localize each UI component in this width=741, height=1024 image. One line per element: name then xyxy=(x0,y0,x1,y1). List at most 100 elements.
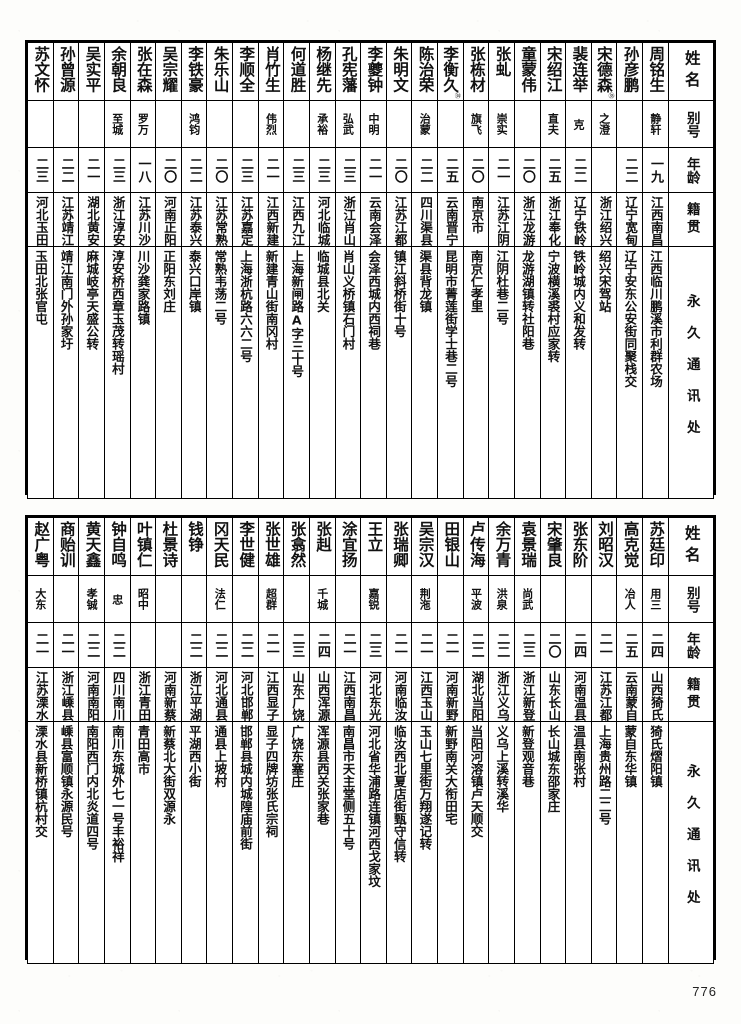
person-age: 二一 xyxy=(442,632,458,658)
cell-alias: 嘉锐 xyxy=(360,575,387,623)
cell-alias xyxy=(206,100,233,148)
person-age: 二五 xyxy=(545,157,561,183)
person-address: 川沙龚家路镇 xyxy=(135,250,151,325)
cell-age: 二二 xyxy=(488,622,515,668)
cell-alias xyxy=(385,575,413,623)
person-age: 一九 xyxy=(647,157,663,183)
cell-alias xyxy=(155,100,182,148)
person-alias: 罗万 xyxy=(136,113,150,135)
cell-age: 二三 xyxy=(232,147,259,193)
cell-address: 江阴杜巷二号 xyxy=(488,246,515,499)
cell-alias: 伟烈 xyxy=(257,100,285,148)
person-address: 嵊县富顺镇永源民号 xyxy=(58,725,74,838)
roster-row-age: 二三 二二 二一 二三 一八 二〇 二二 二〇 二三 二一 二三 二三 二三 二一 二〇 二二 二五 二〇 二一 二〇… xyxy=(27,147,715,193)
person-alias: 洪泉 xyxy=(495,588,509,610)
person-native: 云南蒙自 xyxy=(623,671,639,721)
cell-age: 二三 xyxy=(308,147,336,193)
cell-name: 张栋材 xyxy=(462,42,490,101)
person-address: 新蔡北大街双源永 xyxy=(161,725,177,825)
cell-address: 渠县背龙镇 xyxy=(411,246,438,499)
person-name: 肖竹生 xyxy=(262,46,281,93)
cell-address: 蒙自东华镇 xyxy=(616,721,643,964)
cell-alias: 中明 xyxy=(360,100,387,148)
person-name: 吴宗耀 xyxy=(160,46,179,93)
cell-alias: 弘武 xyxy=(334,100,362,148)
person-name: 孔宪藩 xyxy=(339,46,358,93)
cell-native: 河南新蔡 xyxy=(155,667,182,722)
person-native: 湖北黄安 xyxy=(84,196,100,246)
cell-address: 玉山七里街万翔遂记转 xyxy=(411,721,438,964)
person-address: 常熟韦荡二号 xyxy=(212,250,228,325)
cell-age: 二三 xyxy=(334,147,362,193)
cell-alias: 鸿钧 xyxy=(180,100,208,148)
cell-name: 张在森 xyxy=(129,42,157,101)
person-native: 浙江龙游 xyxy=(520,196,536,246)
cell-address: 麻城岐亭天盛公转 xyxy=(78,246,105,499)
person-name: 杜景诗 xyxy=(160,521,179,568)
cell-age: 二一 xyxy=(385,622,413,668)
cell-name: 吴宗耀 xyxy=(155,42,182,101)
column-header-label: 籍贯 xyxy=(683,202,700,237)
cell-address: 玉田北张官屯 xyxy=(27,246,54,499)
cell-address: 南昌市天主堂侧五十号 xyxy=(334,721,362,964)
person-address: 泰兴口岸镇 xyxy=(186,250,202,313)
cell-native: 江苏泰兴 xyxy=(180,192,208,247)
person-native: 江苏泰兴 xyxy=(187,196,203,246)
person-age: 二四 xyxy=(314,632,330,658)
cell-age: 二〇 xyxy=(513,147,541,193)
person-alias: 超群 xyxy=(264,588,278,610)
person-address: 温县南张村 xyxy=(571,725,587,788)
person-address: 铁岭城内义和发转 xyxy=(571,250,587,350)
person-name: 李夔钟 xyxy=(365,46,384,93)
person-name: 孙曾源 xyxy=(57,46,76,93)
person-name: 张赳 xyxy=(314,521,333,552)
cell-address: 浑源县西关张家巷 xyxy=(308,721,336,964)
cell-alias xyxy=(283,575,310,623)
person-name: 张东阶 xyxy=(570,521,589,568)
person-native: 江苏江都 xyxy=(597,671,613,721)
person-age: 二三 xyxy=(109,157,125,183)
person-native: 云南晋宁 xyxy=(443,196,459,246)
person-address: 上海新闸路A字三十号 xyxy=(289,250,305,378)
cell-native: 河南新野 xyxy=(437,667,464,722)
cell-name: 宋绍江 xyxy=(539,42,567,101)
person-address: 上海浙杭路六六二号 xyxy=(237,250,253,363)
person-native: 江西南昌 xyxy=(341,671,357,721)
person-age: 二〇 xyxy=(391,157,407,183)
header-cell-address: 永久通讯处 xyxy=(667,721,715,964)
cell-address: 宁波横溪裘村应家转 xyxy=(539,246,567,499)
cell-native: 河南温县 xyxy=(565,667,592,722)
cell-age: 二一 xyxy=(360,147,387,193)
person-age: 二一 xyxy=(494,157,510,183)
person-age: 二〇 xyxy=(212,157,228,183)
roster-grid: 赵广粤 商贻训 黄天鑫 钟自鸣 叶镇仁 杜景诗 钱铮 冈天民 李世健 张世雄 张翕然 张赳 涂宜扬 王立张… xyxy=(27,517,715,964)
person-name: 李顺全 xyxy=(237,46,256,93)
column-header-label: 年龄 xyxy=(683,156,700,184)
column-header-label: 别号 xyxy=(683,585,700,613)
cell-native: 云南蒙自 xyxy=(616,667,643,722)
person-age: 二五 xyxy=(442,157,458,183)
cell-alias xyxy=(232,575,259,623)
person-address: 临城县北关 xyxy=(314,250,330,313)
cell-native: 江西南昌 xyxy=(334,667,362,722)
person-native: 河北邯郸 xyxy=(238,671,254,721)
cell-native: 浙江淳安 xyxy=(103,192,131,247)
cell-age: 二二 xyxy=(180,622,208,668)
cell-name: 肖竹生 xyxy=(257,42,285,101)
cell-age: 二三 xyxy=(103,147,131,193)
header-cell-native: 籍贯 xyxy=(667,192,715,247)
person-alias: 之澄 xyxy=(597,113,611,135)
cell-alias xyxy=(437,100,464,148)
cell-alias: 崇实 xyxy=(488,100,515,148)
person-native: 江苏川沙 xyxy=(136,196,152,246)
cell-address: 江西临川鹏溪市利群农场 xyxy=(642,246,669,499)
cell-address: 南京仁孝里 xyxy=(462,246,490,499)
cell-name: 李世健 xyxy=(232,517,259,576)
person-native: 河南温县 xyxy=(571,671,587,721)
person-native: 河北通县 xyxy=(213,671,229,721)
person-age: 二三 xyxy=(366,632,382,658)
cell-address: 溧水县新桥镇杭村交 xyxy=(27,721,54,964)
person-name: 张翕然 xyxy=(288,521,307,568)
cell-address: 泰兴口岸镇 xyxy=(180,246,208,499)
cell-native: 江西显子 xyxy=(257,667,285,722)
